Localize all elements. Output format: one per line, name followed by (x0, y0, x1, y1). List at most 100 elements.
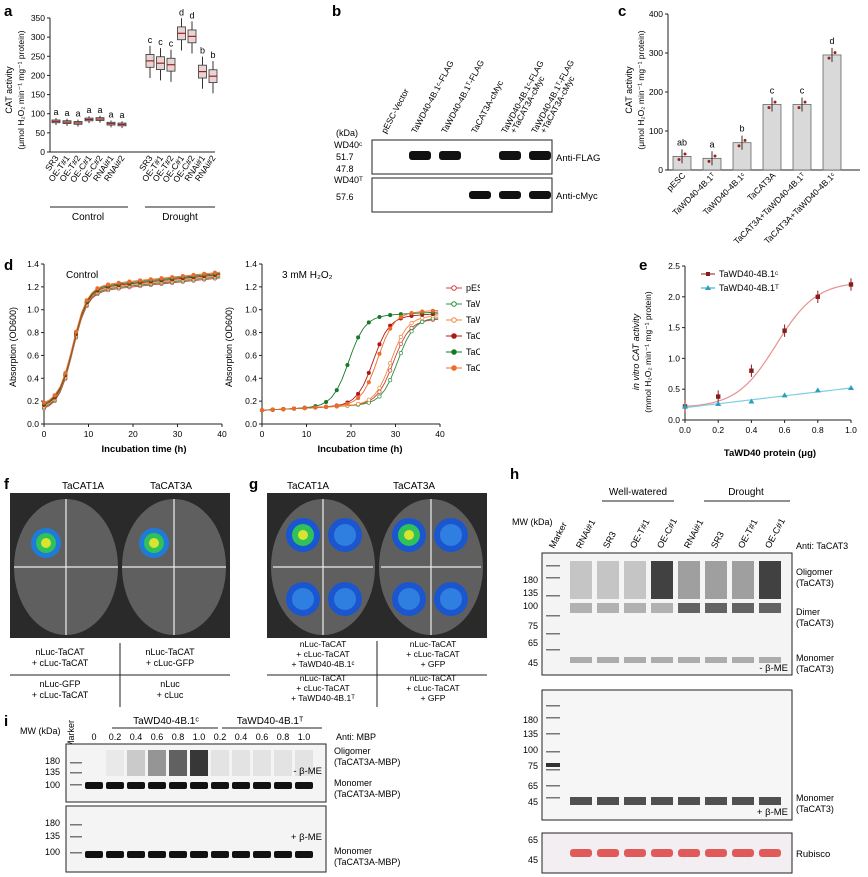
marker-band (546, 733, 560, 735)
significance-letter: d (179, 7, 184, 17)
marker-band (70, 772, 82, 774)
band-dimer (705, 603, 727, 613)
mw-tick: 100 (45, 780, 60, 790)
band (499, 151, 521, 160)
band-monomer (148, 782, 166, 789)
bme-label: + β-ME (291, 832, 322, 843)
panel-h: h Well-watered Drought Marker RNAi#1 SR3 OE… (510, 466, 848, 874)
band-rubisco (597, 849, 619, 857)
lane-label: OE-T#1 (628, 517, 652, 550)
amount-label: 0.8 (277, 732, 290, 742)
mw-tick: 45 (528, 658, 538, 668)
amount-label: 0.6 (256, 732, 269, 742)
band-monomer (759, 657, 781, 663)
luc-signal (41, 538, 51, 548)
wd40t-label: WD40ᵀ (334, 175, 363, 185)
y-tick-label: 0.2 (245, 396, 257, 406)
significance-letter: c (770, 85, 775, 95)
legend-label: TaWD40-4B.1ᵀ (466, 315, 480, 325)
y-tick-label: 100 (649, 126, 663, 136)
significance-letter: d (189, 10, 194, 20)
band-oligomer (211, 750, 229, 776)
marker-band (546, 785, 560, 787)
amount-label: 0.4 (235, 732, 248, 742)
band-monomer (651, 797, 673, 805)
band-label: Oligomer (TaCAT3A-MBP) (334, 746, 400, 767)
group-label: TaWD40-4B.1ᶜ (133, 716, 199, 727)
panel-g: g TaCAT1A TaCAT3A nLuc-TaCAT + cLuc-TaCAT… (249, 476, 487, 707)
series-line (43, 271, 221, 404)
data-point (73, 329, 79, 334)
amount-label: 1.0 (298, 732, 311, 742)
data-point (356, 335, 361, 340)
x-tick-label: 40 (435, 429, 445, 439)
x-tick-label: 10 (302, 429, 312, 439)
wd40c-label: WD40ᶜ (334, 140, 362, 150)
band-monomer (295, 782, 313, 789)
amount-label: 0 (91, 732, 96, 742)
panel-letter: d (4, 257, 13, 274)
data-point (398, 341, 403, 346)
mw-label: 47.8 (336, 164, 354, 174)
band-label: Rubisco (796, 849, 830, 860)
y-tick-label: 200 (649, 87, 663, 97)
y-tick-label: 0.4 (27, 373, 39, 383)
bar (762, 104, 782, 171)
significance-letter: b (739, 124, 744, 134)
construct-label-line: nLuc-TaCAT (35, 647, 85, 657)
significance-letter: a (97, 105, 102, 115)
data-point (148, 277, 153, 282)
data-point (677, 157, 681, 161)
data-point (106, 282, 111, 287)
marker-band (70, 784, 82, 786)
y-tick-label: 1.0 (245, 305, 257, 315)
band (499, 191, 521, 199)
data-point (63, 370, 68, 376)
lane-label: RNAi#1 (682, 518, 705, 550)
band-label-line: Monomer (334, 846, 372, 856)
panel-letter: g (249, 476, 258, 493)
panel-letter: a (4, 3, 13, 20)
mw-tick: 45 (528, 855, 538, 865)
legend: pESC TaWD40-4B.1ᶜ TaWD40-4B.1ᵀ TaCAT3A TaCAT… (446, 283, 480, 373)
data-point (388, 368, 393, 373)
column-label: pESC-Vector (379, 87, 411, 135)
band-label-line: (TaCAT3A-MBP) (334, 789, 400, 799)
data-point (682, 403, 688, 409)
band-label-line: (TaCAT3A-MBP) (334, 757, 400, 767)
band-rubisco (705, 849, 727, 857)
y-axis-title: Absorption (OD600) (224, 307, 234, 387)
band-monomer (85, 782, 103, 789)
band-monomer (274, 782, 292, 789)
group-control: Control (72, 212, 104, 223)
significance-letter: d (829, 36, 834, 46)
data-point (409, 321, 414, 326)
y-tick-label: 0.8 (27, 328, 39, 338)
marker-band (70, 824, 82, 826)
band-monomer (759, 797, 781, 805)
data-point (334, 388, 339, 393)
y-axis-unit: (μmol H₂O₂ min⁻¹ mg⁻¹ protein) (16, 30, 26, 149)
y-tick-label: 50 (36, 128, 46, 138)
mw-tick: 180 (45, 818, 60, 828)
data-point (388, 378, 393, 383)
band-monomer (253, 782, 271, 789)
y-tick-label: 0.0 (245, 419, 257, 429)
column-labels: pESC-VectorTaWD40-4B.1ᶜ-FLAGTaWD40-4B.1ᵀ… (379, 58, 577, 135)
significance-letter: a (53, 107, 58, 117)
marker-band (546, 797, 560, 799)
mw-label: 51.7 (336, 152, 354, 162)
data-point (388, 313, 393, 318)
data-point (356, 396, 361, 401)
band-label-line: (TaCAT3) (796, 618, 834, 628)
mw-tick: 135 (523, 729, 538, 739)
data-point (420, 309, 425, 314)
significance-letter: c (169, 39, 174, 49)
band-oligomer (624, 561, 646, 599)
y-tick-label: 200 (31, 70, 45, 80)
band-monomer (85, 851, 103, 858)
x-tick-label: 10 (84, 429, 94, 439)
band-rubisco (624, 849, 646, 857)
band-oligomer (597, 561, 619, 599)
panel-c: c CAT activity (μmol H₂O₂ min⁻¹ mg⁻¹ pro… (618, 3, 860, 246)
